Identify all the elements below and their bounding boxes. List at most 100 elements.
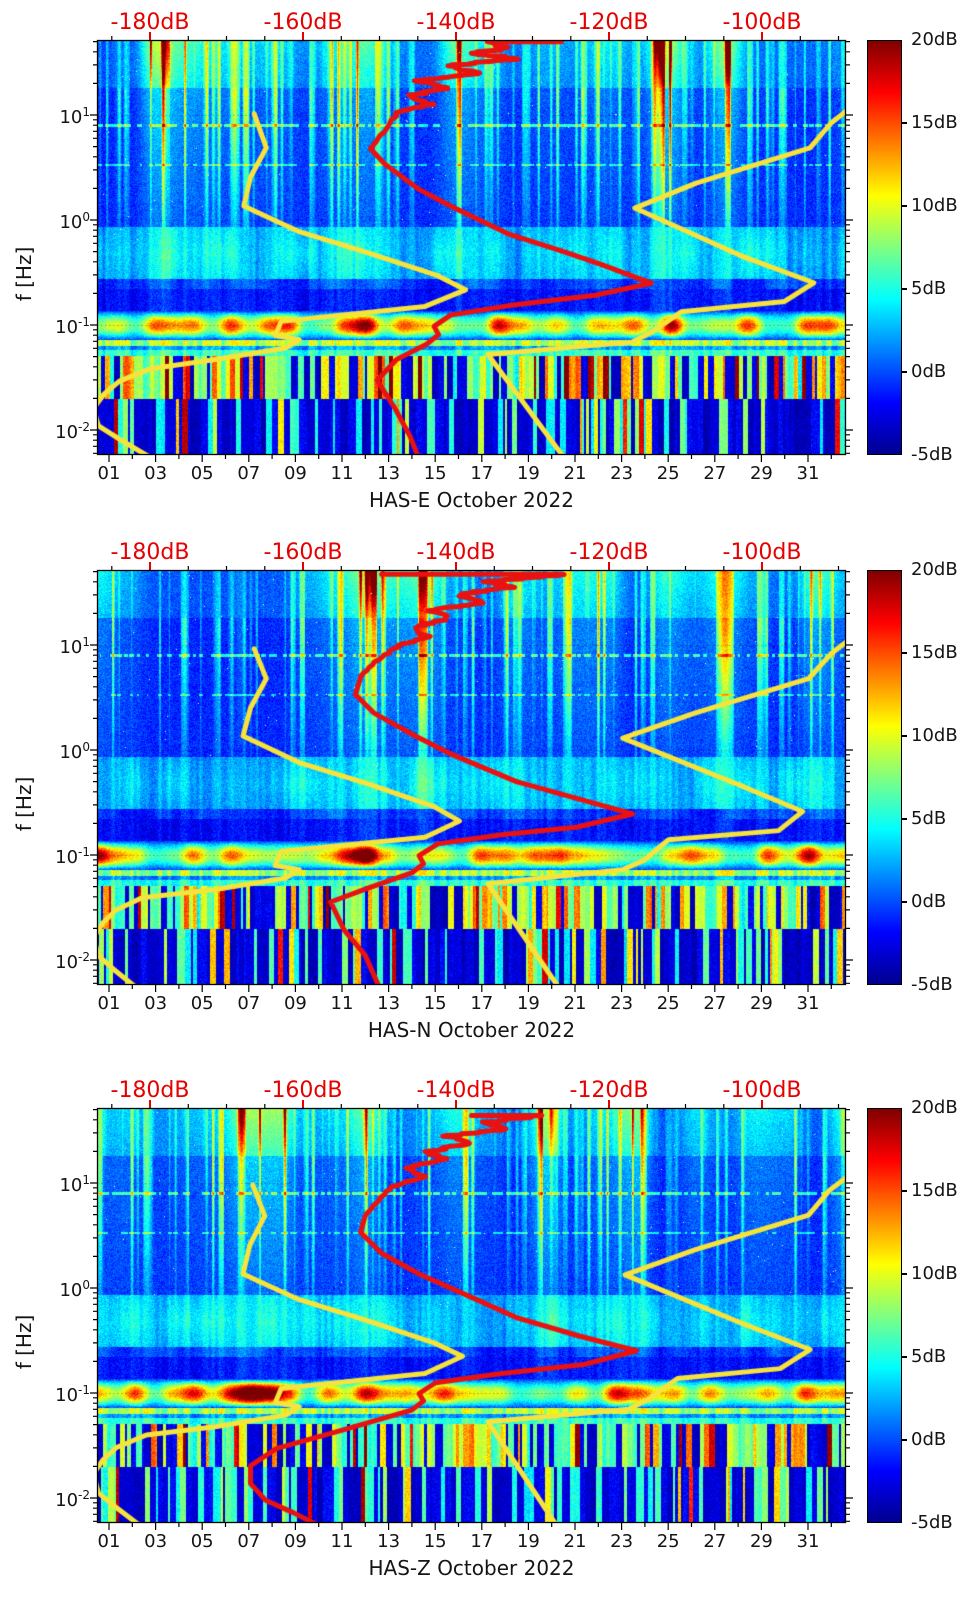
x-tick-label: 29 [749, 993, 773, 1014]
x-tick-label: 15 [423, 1531, 447, 1552]
y-tick-label: 10-2 [36, 1485, 90, 1511]
top-db-axis-label: -160dB [263, 1078, 343, 1103]
x-tick-label: 03 [144, 1531, 168, 1552]
y-tick-exponent: -2 [78, 420, 90, 434]
y-tick-exponent: -2 [78, 950, 90, 964]
x-tick-label: 11 [330, 993, 354, 1014]
x-tick-label: 17 [470, 993, 494, 1014]
colorbar-tick-label: 10dB [911, 1263, 958, 1284]
x-tick-label: 29 [749, 1531, 773, 1552]
x-tick-label: 09 [283, 1531, 307, 1552]
y-tick-base: 10 [59, 637, 83, 658]
top-db-axis-label: -140dB [416, 540, 496, 565]
x-tick-label: 07 [237, 1531, 261, 1552]
colorbar-tick-label: 0dB [911, 361, 947, 382]
x-tick-label: 25 [656, 1531, 680, 1552]
top-db-axis-label: -160dB [263, 540, 343, 565]
y-tick-base: 10 [59, 107, 83, 128]
y-tick-label: 101 [36, 102, 90, 128]
y-tick-label: 100 [36, 737, 90, 763]
axes-and-ticks [90, 562, 853, 992]
colorbar-tick [902, 371, 907, 373]
colorbar-tick [902, 652, 907, 654]
spectrogram-canvas-has-e [97, 40, 846, 455]
x-tick-label: 09 [283, 463, 307, 484]
y-tick-base: 10 [59, 1280, 83, 1301]
x-tick-label: 19 [516, 993, 540, 1014]
y-tick-base: 10 [55, 317, 79, 338]
x-tick-label: 21 [563, 993, 587, 1014]
colorbar-tick-label: 5dB [911, 1346, 947, 1367]
top-db-axis-label: -100dB [722, 1078, 802, 1103]
colorbar-tick-label: -5dB [911, 444, 953, 465]
x-tick-label: 29 [749, 463, 773, 484]
top-db-axis-label: -180dB [110, 540, 190, 565]
y-tick-exponent: 1 [82, 635, 90, 649]
x-tick-label: 01 [97, 993, 121, 1014]
x-tick-label: 23 [610, 463, 634, 484]
colorbar-tick [902, 288, 907, 290]
x-tick-label: 27 [703, 463, 727, 484]
x-tick-label: 19 [516, 1531, 540, 1552]
y-tick-exponent: -1 [78, 315, 90, 329]
y-tick-exponent: 1 [82, 105, 90, 119]
y-tick-base: 10 [55, 847, 79, 868]
y-tick-exponent: 1 [82, 1173, 90, 1187]
top-db-axis-label: -180dB [110, 10, 190, 35]
colorbar-tick-label: 0dB [911, 891, 947, 912]
y-tick-base: 10 [59, 742, 83, 763]
x-tick-label: 17 [470, 463, 494, 484]
y-axis-title: f [Hz] [12, 776, 36, 832]
x-tick-label: 11 [330, 463, 354, 484]
spectrogram-canvas-has-z [97, 1108, 846, 1523]
colorbar-tick-label: 20dB [911, 1097, 958, 1118]
panel-title: HAS-N October 2022 [367, 1018, 576, 1042]
x-tick-label: 25 [656, 993, 680, 1014]
axes-and-ticks [90, 1100, 853, 1530]
top-db-axis-label: -160dB [263, 10, 343, 35]
x-tick-label: 13 [377, 993, 401, 1014]
colorbar-tick [902, 1190, 907, 1192]
x-tick-label: 11 [330, 1531, 354, 1552]
top-db-axis-label: -100dB [722, 10, 802, 35]
x-tick-label: 27 [703, 993, 727, 1014]
y-tick-label: 10-1 [36, 1380, 90, 1406]
y-tick-base: 10 [55, 422, 79, 443]
x-tick-label: 13 [377, 463, 401, 484]
y-tick-label: 101 [36, 632, 90, 658]
colorbar-tick-label: 15dB [911, 1180, 958, 1201]
y-tick-label: 10-1 [36, 842, 90, 868]
y-axis-title: f [Hz] [12, 246, 36, 302]
colorbar-tick [902, 735, 907, 737]
x-tick-label: 15 [423, 993, 447, 1014]
y-tick-label: 100 [36, 207, 90, 233]
colorbar-tick [902, 818, 907, 820]
colorbar-tick [902, 122, 907, 124]
y-tick-label: 10-2 [36, 947, 90, 973]
colorbar [867, 570, 902, 985]
axes-and-ticks [90, 32, 853, 462]
x-tick-label: 31 [796, 463, 820, 484]
colorbar-tick-label: 5dB [911, 808, 947, 829]
x-tick-label: 31 [796, 993, 820, 1014]
x-tick-label: 09 [283, 993, 307, 1014]
y-tick-exponent: -2 [78, 1488, 90, 1502]
colorbar-tick-label: 10dB [911, 725, 958, 746]
x-tick-label: 03 [144, 463, 168, 484]
y-tick-exponent: 0 [82, 1278, 90, 1292]
x-tick-label: 07 [237, 463, 261, 484]
spectrogram-canvas-has-n [97, 570, 846, 985]
top-db-axis-label: -120dB [569, 1078, 649, 1103]
y-tick-label: 10-1 [36, 312, 90, 338]
x-tick-label: 01 [97, 463, 121, 484]
y-tick-label: 100 [36, 1275, 90, 1301]
colorbar-tick [902, 1356, 907, 1358]
colorbar-tick-label: -5dB [911, 974, 953, 995]
top-db-axis-label: -120dB [569, 10, 649, 35]
colorbar-tick [902, 205, 907, 207]
colorbar [867, 40, 902, 455]
top-db-axis-label: -180dB [110, 1078, 190, 1103]
colorbar-tick [902, 1273, 907, 1275]
x-tick-label: 27 [703, 1531, 727, 1552]
